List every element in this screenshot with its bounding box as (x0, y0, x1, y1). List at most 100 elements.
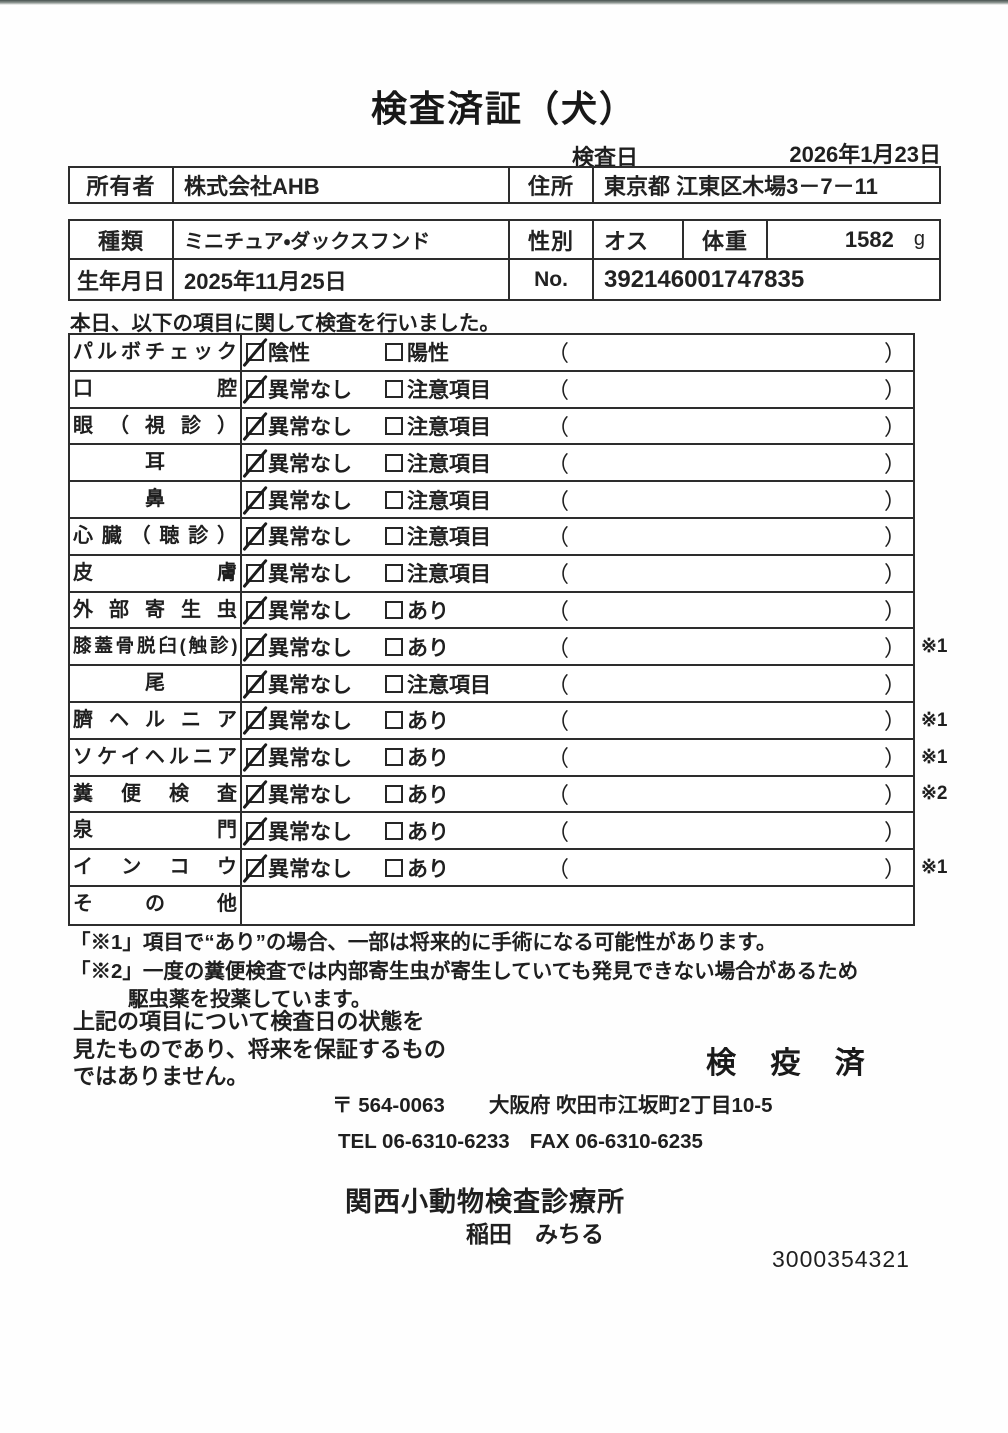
option-1: 異常なし (246, 816, 385, 846)
address-label: 住所 (510, 168, 594, 202)
certificate-title: 検査済証（犬） (370, 88, 637, 129)
item-label: 膝蓋骨脱臼(触診) (70, 629, 242, 665)
item-content: 異常なし あり （ ） (242, 629, 913, 664)
option-2: 注意項目 (385, 448, 547, 478)
checklist-row: インコウ 異常なし あり （ ） ※1 (70, 850, 948, 887)
option-1-label: 異常なし (268, 526, 352, 550)
paren-close: ） (883, 488, 906, 514)
paren-open: （ (547, 451, 570, 477)
remarks-parentheses: （ ） (547, 668, 913, 700)
sex-label: 性別 (510, 221, 594, 258)
option-1: 異常なし (246, 669, 385, 699)
option-2: あり (385, 779, 547, 809)
paren-close: ） (883, 856, 906, 882)
birth-row: 生年月日 2025年11月25日 No. 392146001747835 (70, 260, 939, 299)
item-label: 口腔 (70, 371, 242, 407)
item-content: 異常なし 注意項目 （ ） (242, 482, 913, 517)
item-label: その他 (70, 886, 242, 924)
checklist-row: 臍ヘルニア 異常なし あり （ ） ※1 (70, 702, 948, 740)
item-content: 異常なし あり （ ） (242, 777, 913, 812)
remarks-parentheses: （ ） (547, 557, 913, 589)
weight-value: 1582 (844, 226, 894, 252)
checkbox-option-1 (246, 858, 264, 877)
option-2: 注意項目 (385, 558, 547, 588)
checkbox-option-2 (385, 637, 403, 656)
checklist-row: 鼻 異常なし 注意項目 （ ） (70, 482, 913, 519)
item-label: 外部寄生虫 (70, 592, 242, 628)
checklist-row: 眼（視診） 異常なし 注意項目 （ ） (70, 408, 913, 446)
option-1: 異常なし (246, 558, 385, 588)
paren-open: （ (547, 378, 570, 404)
option-1: 異常なし (246, 485, 385, 515)
option-1-label: 異常なし (268, 415, 352, 439)
paren-open: （ (547, 598, 570, 624)
checkbox-option-2 (385, 748, 403, 767)
option-2: 注意項目 (385, 374, 547, 404)
option-2-label: 注意項目 (407, 415, 491, 439)
checkbox-option-2 (385, 453, 403, 472)
breed-row: 種類 ミニチュア・ダックスフンド 性別 オス 体重 1582 g (70, 221, 939, 260)
option-1: 異常なし (246, 742, 385, 772)
option-2-label: 注意項目 (407, 379, 491, 403)
remarks-parentheses: （ ） (547, 631, 913, 663)
footnote-mark: ※1 (921, 857, 948, 879)
paren-close: ） (883, 414, 906, 440)
option-2-label: 注意項目 (407, 489, 491, 513)
checkbox-option-2 (385, 380, 403, 399)
item-content: 異常なし あり （ ） (242, 740, 913, 775)
footnote-2: 「※2」一度の糞便検査では内部寄生虫が寄生していても発見できない場合があるため (70, 959, 859, 983)
checkbox-option-1 (246, 821, 264, 840)
weight-label: 体重 (684, 221, 768, 258)
serial-number: 3000354321 (772, 1246, 910, 1272)
footnote-2-cont: 駆虫薬を投薬しています。 (128, 988, 372, 1011)
checklist-row: 糞便検査 異常なし あり （ ） ※2 (70, 776, 948, 814)
item-content: 陰性 陽性 （ ） (242, 335, 913, 370)
clinic-tel: TEL 06-6310-6233 (338, 1130, 510, 1153)
intro-text: 本日、以下の項目に関して検査を行いました。 (70, 312, 500, 335)
weight-unit: g (913, 228, 925, 250)
checkbox-option-1 (246, 490, 264, 509)
item-content: 異常なし 注意項目 （ ） (242, 409, 913, 444)
footnote-mark: ※2 (921, 783, 948, 805)
item-content (242, 887, 913, 924)
address-value: 東京都 江東区木場3－7－11 (604, 174, 878, 199)
checkbox-option-2 (385, 564, 403, 583)
option-1-label: 異常なし (268, 563, 352, 587)
remarks-parentheses: （ ） (547, 373, 913, 405)
remarks-parentheses: （ ） (547, 484, 913, 516)
paren-close: ） (883, 525, 906, 551)
item-label: 糞便検査 (70, 776, 242, 812)
checkbox-option-1 (246, 380, 264, 399)
option-1-label: 異常なし (268, 636, 352, 660)
paren-open: （ (547, 782, 570, 808)
item-label: パルボチェック (70, 335, 242, 370)
owner-row: 所有者 株式会社AHB 住所 東京都 江東区木場3－7－11 (70, 168, 939, 202)
paren-close: ） (883, 451, 906, 477)
owner-value: 株式会社AHB (174, 168, 510, 202)
inspection-date-value: 2026年1月23日 (789, 142, 941, 167)
option-1: 異常なし (246, 374, 385, 404)
paren-open: （ (547, 856, 570, 882)
option-2-label: あり (407, 857, 449, 881)
option-1: 異常なし (246, 411, 385, 441)
option-1-label: 異常なし (268, 710, 352, 734)
checklist-row: ソケイヘルニア 異常なし あり （ ） ※1 (70, 739, 948, 777)
checkbox-option-2 (385, 600, 403, 619)
checkbox-option-2 (385, 527, 403, 546)
item-label: 尾 (70, 666, 242, 701)
paren-open: （ (547, 819, 570, 845)
item-content: 異常なし あり （ ） (242, 593, 913, 628)
checkbox-option-2 (385, 674, 403, 693)
option-2-label: あり (407, 710, 449, 734)
item-label: 耳 (70, 445, 242, 481)
option-1-label: 陰性 (268, 342, 310, 366)
checkbox-option-1 (246, 453, 264, 472)
clinic-name: 関西小動物検査診療所 (345, 1187, 625, 1217)
option-1-label: 異常なし (268, 599, 352, 623)
checkbox-option-1 (246, 674, 264, 693)
checkbox-option-1 (246, 527, 264, 546)
item-label: 臍ヘルニア (70, 702, 242, 738)
checklist-row: 耳 異常なし 注意項目 （ ） (70, 445, 913, 483)
remarks-parentheses: （ ） (547, 410, 913, 442)
